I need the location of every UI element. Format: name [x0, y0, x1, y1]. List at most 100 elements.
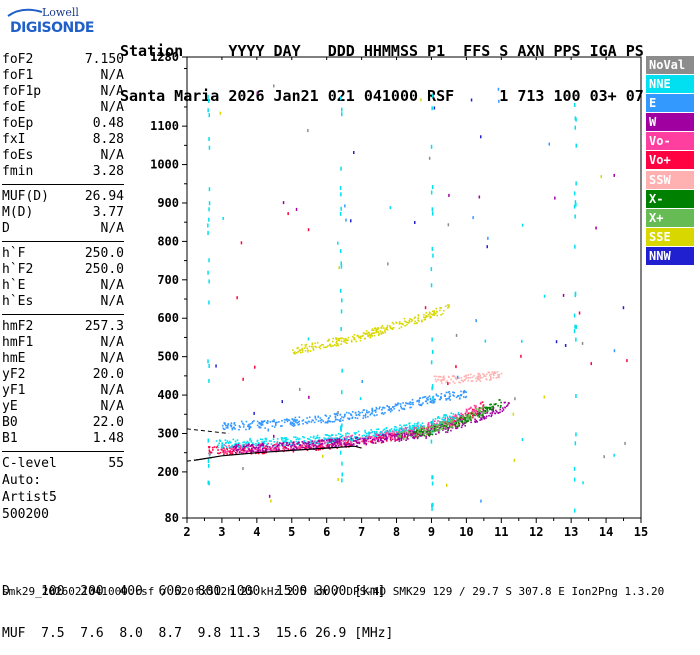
trace-point-vo	[347, 441, 349, 444]
trace-point-nne	[262, 441, 265, 444]
trace-point-w	[397, 433, 400, 435]
x-tick-label: 15	[634, 525, 648, 539]
trace-point-sse	[304, 344, 307, 346]
trace-point-sse	[358, 335, 360, 338]
trace-point-vo	[210, 451, 213, 454]
trace-point-sse	[337, 339, 339, 341]
interference-point	[208, 452, 211, 457]
trace-point-w	[481, 411, 483, 413]
trace-point-e	[388, 408, 391, 410]
trace-point-x	[410, 428, 412, 431]
trace-point-e	[317, 415, 320, 418]
interference-point	[341, 461, 343, 466]
x-tick-label: 11	[494, 525, 508, 539]
trace-point-x	[448, 425, 451, 428]
legend-item-sse: SSE	[646, 227, 694, 246]
trace-point-x	[452, 422, 455, 425]
trace-point-sse	[335, 342, 338, 344]
trace-point-w	[302, 442, 305, 445]
trace-point-x	[466, 420, 468, 422]
noise-point	[338, 266, 340, 270]
trace-point-e	[276, 421, 278, 424]
trace-point-sse	[377, 334, 380, 336]
trace-point-e	[421, 396, 424, 399]
param-label: B0	[2, 415, 18, 430]
trace-point-nne	[268, 440, 271, 442]
trace-point-e	[452, 391, 454, 393]
param-value: 26.94	[84, 189, 124, 204]
trace-point-vo	[475, 413, 478, 415]
trace-point-e	[429, 398, 432, 401]
trace-point-nne	[224, 444, 226, 447]
trace-point-x	[402, 432, 404, 434]
trace-point-e	[345, 411, 348, 414]
trace-point-e	[327, 420, 329, 422]
trace-point-w	[255, 446, 258, 449]
noise-point	[578, 311, 581, 315]
interference-point	[431, 506, 433, 511]
trace-point-vo	[281, 444, 283, 446]
trace-point-x	[489, 407, 491, 410]
trace-point-sse	[380, 332, 383, 334]
interference-point	[341, 368, 343, 373]
trace-point-vo	[458, 423, 461, 425]
trace-point-sse	[329, 344, 331, 346]
trace-point-w	[321, 443, 324, 445]
trace-point-x	[487, 406, 489, 409]
trace-point-ssw	[488, 371, 490, 374]
trace-point-ssw	[450, 378, 452, 381]
trace-point-e	[419, 397, 421, 399]
trace-point-x	[480, 414, 482, 416]
trace-point-sse	[312, 346, 314, 348]
trace-point-sse	[428, 311, 431, 314]
trace-point-sse	[413, 322, 416, 325]
trace-point-e	[440, 397, 442, 399]
trace-point-e	[305, 421, 308, 424]
trace-point-vo	[430, 424, 433, 427]
trace-point-sse	[350, 339, 353, 342]
trace-point-e	[341, 416, 343, 418]
trace-point-nne	[265, 440, 267, 443]
trace-point-vo	[300, 445, 303, 448]
trace-point-nne	[352, 439, 354, 441]
trace-point-w	[334, 438, 336, 441]
trace-point-e	[295, 419, 297, 422]
trace-point-e	[431, 399, 434, 402]
trace-point-ssw	[460, 379, 463, 382]
trace-point-vo	[209, 452, 212, 454]
trace-point-nne	[229, 446, 232, 448]
trace-point-sse	[383, 327, 385, 329]
trace-point-vo	[378, 440, 380, 443]
trace-point-nne	[420, 424, 423, 427]
trace-point-vo	[386, 440, 388, 442]
param-value: 3.77	[92, 205, 124, 220]
trace-point-e	[398, 409, 400, 412]
trace-point-nne	[221, 443, 223, 445]
trace-point-w	[262, 450, 264, 452]
trace-point-x	[467, 420, 470, 422]
trace-point-nne	[261, 441, 263, 443]
x-tick-label: 10	[459, 525, 473, 539]
trace-point-sse	[377, 331, 380, 334]
trace-point-vo	[400, 432, 403, 434]
trace-point-vo	[465, 408, 468, 411]
trace-point-nne	[217, 446, 219, 449]
trace-point-w	[358, 442, 361, 445]
trace-point-sse	[332, 340, 334, 343]
trace-point-e	[465, 391, 467, 393]
trace-point-e	[394, 403, 397, 405]
trace-point-w	[290, 445, 292, 448]
trace-point-e	[298, 423, 301, 425]
trace-point-vo	[370, 437, 373, 439]
trace-point-sse	[433, 314, 435, 316]
trace-point-w	[490, 409, 493, 411]
trace-point-e	[256, 424, 259, 427]
trace-point-sse	[353, 338, 355, 340]
trace-point-ssw	[477, 377, 479, 379]
trace-point-nne	[245, 442, 247, 445]
trace-point-x	[424, 432, 427, 434]
trace-point-vo	[321, 440, 324, 443]
trace-point-nne	[287, 438, 289, 441]
trace-point-w	[304, 442, 306, 444]
y-tick-label: 1000	[150, 158, 179, 172]
